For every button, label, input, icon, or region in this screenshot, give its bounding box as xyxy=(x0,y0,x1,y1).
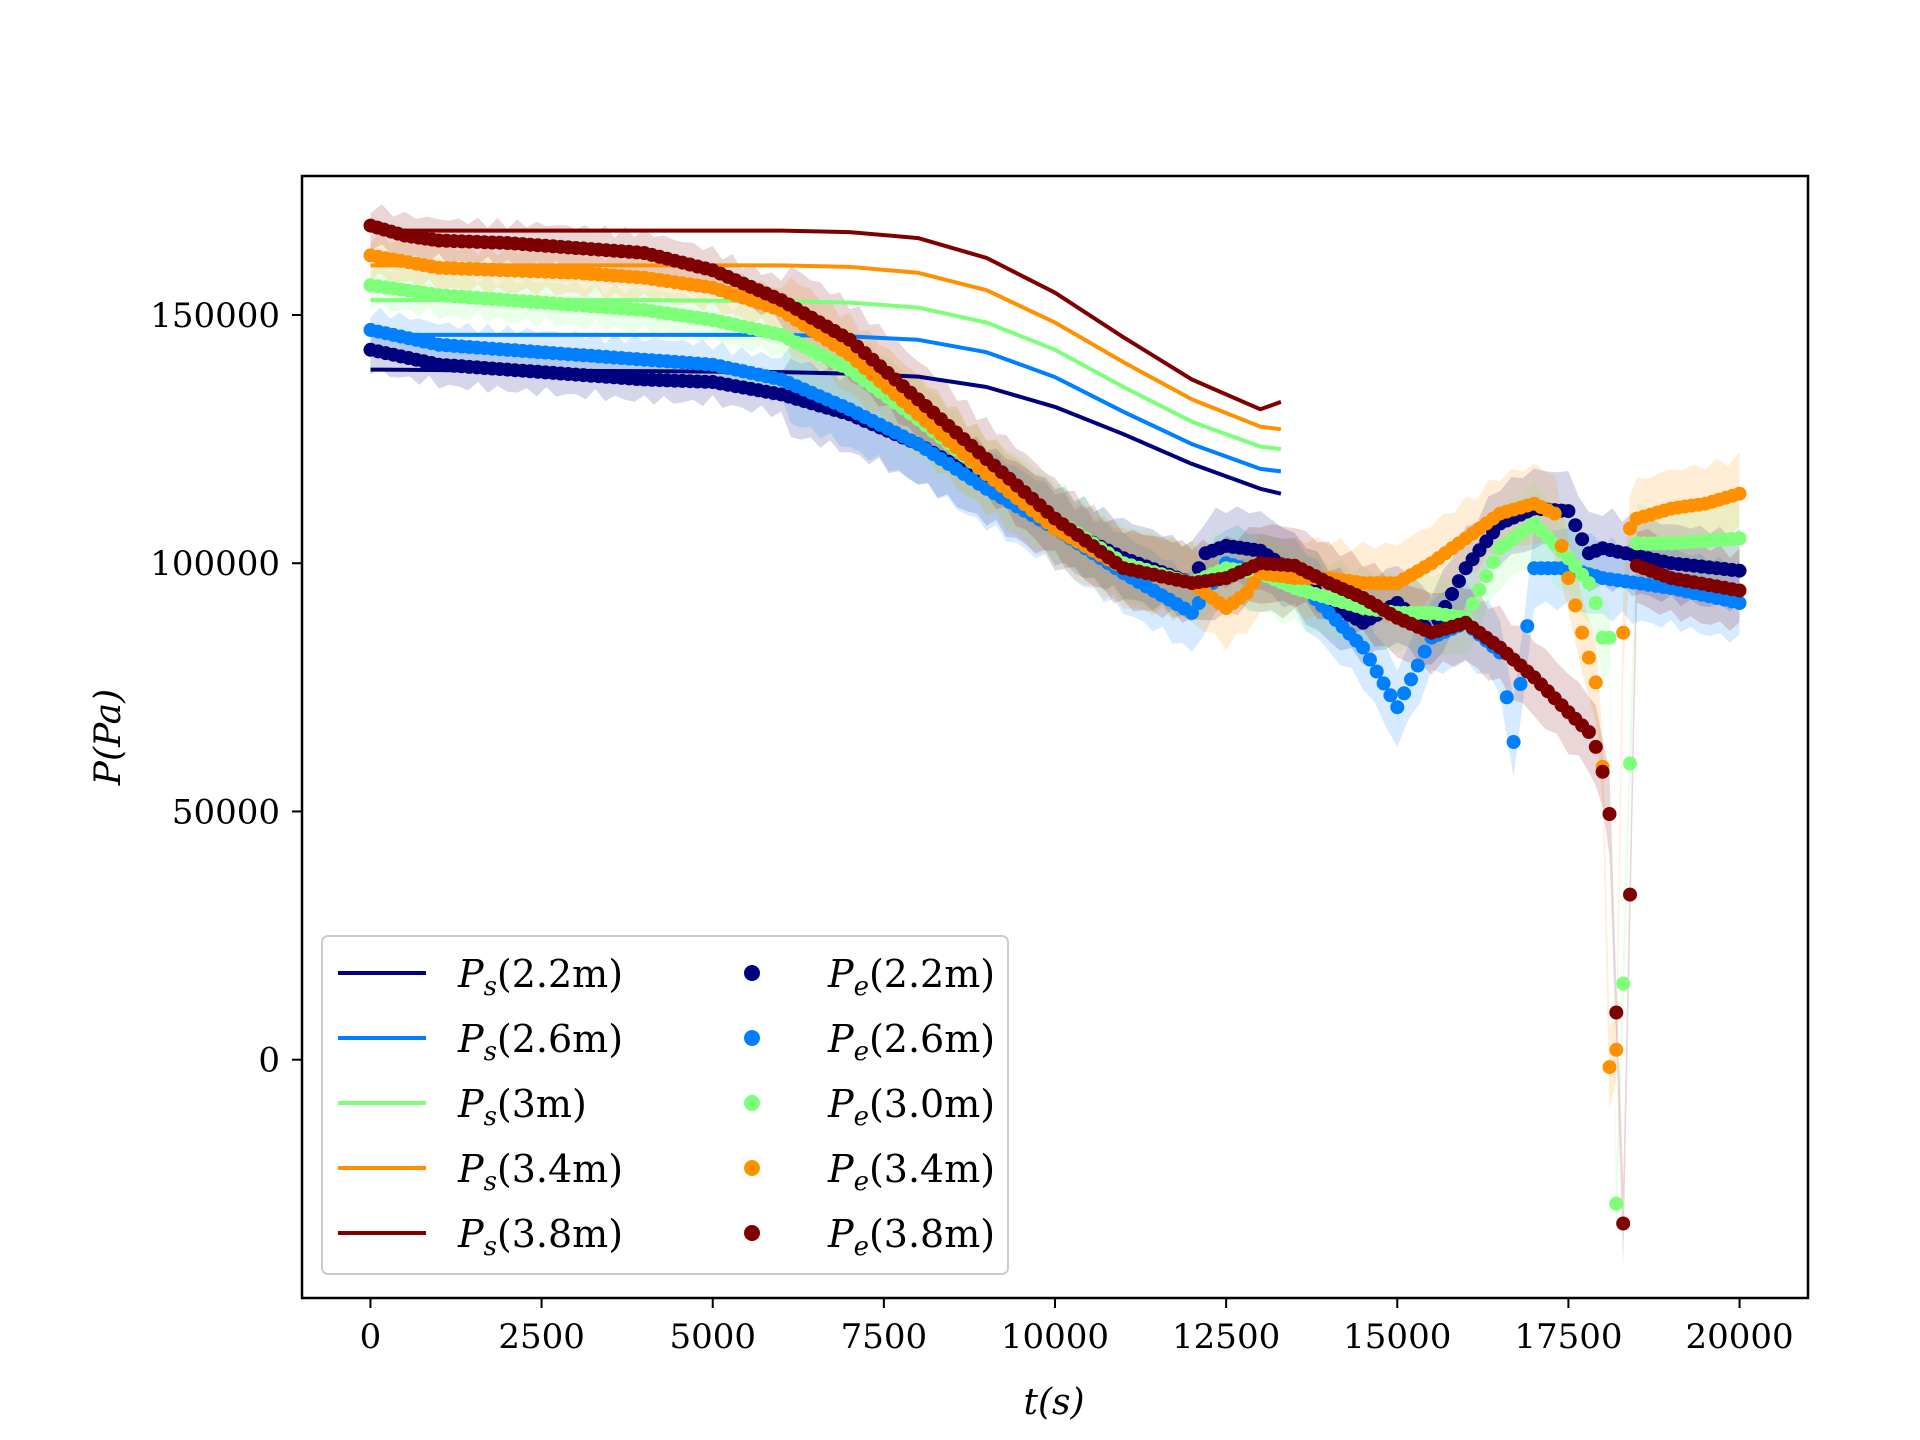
data-point xyxy=(1191,596,1206,610)
data-point xyxy=(1390,700,1405,715)
legend-swatch-marker xyxy=(744,1095,760,1111)
data-point xyxy=(1369,664,1384,679)
data-point xyxy=(1732,583,1747,598)
experimental-points xyxy=(363,218,1747,1231)
y-tick-label: 50000 xyxy=(172,792,280,832)
data-point xyxy=(1616,976,1631,991)
x-axis-label: t(s) xyxy=(1023,1382,1084,1423)
data-point xyxy=(1581,650,1596,665)
data-point xyxy=(1732,596,1747,610)
data-point xyxy=(1451,574,1466,589)
uncertainty-band xyxy=(370,307,1740,778)
legend-swatch-marker xyxy=(744,1030,760,1046)
legend-label: Ps(2.6m) xyxy=(457,1017,623,1067)
data-point xyxy=(1239,586,1254,600)
series-line xyxy=(370,298,1282,452)
data-point xyxy=(1623,521,1637,536)
x-axis-ticks: 0 2500 5000 7500 10000 12500 15000 17500 20000 xyxy=(360,1298,1794,1357)
data-point xyxy=(1554,538,1569,553)
data-point xyxy=(1499,690,1514,705)
legend-box xyxy=(321,935,1009,1275)
x-tick-label: 5000 xyxy=(669,1317,756,1357)
legend-label: Pe(3.8m) xyxy=(827,1212,995,1262)
data-point xyxy=(1609,1005,1624,1020)
y-tick-label: 0 xyxy=(258,1041,280,1081)
data-point xyxy=(1581,725,1596,739)
legend-label: Ps(3.4m) xyxy=(457,1147,623,1197)
data-point xyxy=(1588,596,1603,610)
x-tick-label: 15000 xyxy=(1343,1317,1451,1357)
data-point xyxy=(1356,640,1370,655)
data-point xyxy=(1561,504,1576,519)
x-tick-label: 2500 xyxy=(498,1317,585,1357)
x-tick-label: 10000 xyxy=(1001,1317,1109,1357)
legend-swatch-marker xyxy=(744,1225,760,1241)
data-point xyxy=(1609,1196,1624,1211)
legend-swatch-marker xyxy=(744,1160,760,1176)
y-tick-label: 150000 xyxy=(150,296,280,336)
x-tick-label: 12500 xyxy=(1172,1317,1280,1357)
series-line xyxy=(370,228,1282,412)
data-point xyxy=(1623,887,1637,902)
data-point xyxy=(1404,672,1418,687)
data-point xyxy=(1732,563,1747,578)
data-point xyxy=(1623,756,1637,771)
legend-label: Pe(2.6m) xyxy=(827,1017,995,1067)
x-tick-label: 17500 xyxy=(1514,1317,1622,1357)
legend-swatch-marker xyxy=(744,965,760,981)
legend-label: Ps(2.2m) xyxy=(457,952,623,1002)
data-point xyxy=(1588,675,1603,690)
series-line xyxy=(370,332,1282,474)
data-point xyxy=(1602,807,1617,821)
y-tick-label: 100000 xyxy=(150,544,280,584)
legend: Ps(2.2m) Ps(2.6m) Ps(3m) Ps(3.4m) Ps(3.8m) Pe… xyxy=(321,935,1009,1275)
data-point xyxy=(1595,764,1610,779)
x-tick-label: 20000 xyxy=(1685,1317,1793,1357)
data-point xyxy=(1513,677,1528,691)
data-point xyxy=(1362,652,1377,667)
data-point xyxy=(1246,576,1261,591)
data-point xyxy=(1575,625,1590,640)
data-point xyxy=(1445,587,1459,601)
data-point xyxy=(1410,658,1425,673)
data-point xyxy=(1581,576,1596,591)
data-point xyxy=(1602,1060,1617,1075)
data-point xyxy=(1465,596,1480,611)
data-point xyxy=(1506,735,1521,749)
data-point xyxy=(1575,532,1590,547)
legend-label: Ps(3.8m) xyxy=(457,1212,623,1262)
data-point xyxy=(1417,644,1432,659)
data-point xyxy=(1568,518,1583,533)
data-point xyxy=(1561,571,1576,586)
legend-label: Pe(3.0m) xyxy=(827,1082,995,1132)
data-point xyxy=(1383,688,1398,703)
data-point xyxy=(1397,686,1412,701)
data-point xyxy=(1616,1216,1631,1231)
legend-label: Pe(3.4m) xyxy=(827,1147,995,1197)
series-line xyxy=(370,263,1282,432)
data-point xyxy=(1547,506,1562,521)
data-point xyxy=(1609,1042,1624,1057)
data-point xyxy=(1602,630,1617,645)
data-point xyxy=(1376,676,1391,691)
data-point xyxy=(1732,531,1747,546)
data-point xyxy=(1520,619,1535,634)
data-point xyxy=(1616,625,1631,640)
y-axis-label: P(Pa) xyxy=(88,689,129,786)
x-tick-label: 0 xyxy=(360,1317,382,1357)
data-point xyxy=(1472,583,1487,597)
data-point xyxy=(1486,555,1501,570)
data-point xyxy=(1568,598,1583,613)
x-tick-label: 7500 xyxy=(841,1317,928,1357)
data-point xyxy=(1184,605,1199,620)
legend-label: Pe(2.2m) xyxy=(827,952,995,1002)
data-point xyxy=(1588,739,1603,754)
legend-label: Ps(3m) xyxy=(457,1082,587,1132)
data-point xyxy=(1732,486,1747,501)
y-axis-ticks: 0 50000 100000 150000 xyxy=(150,296,302,1081)
data-point xyxy=(1479,569,1494,584)
